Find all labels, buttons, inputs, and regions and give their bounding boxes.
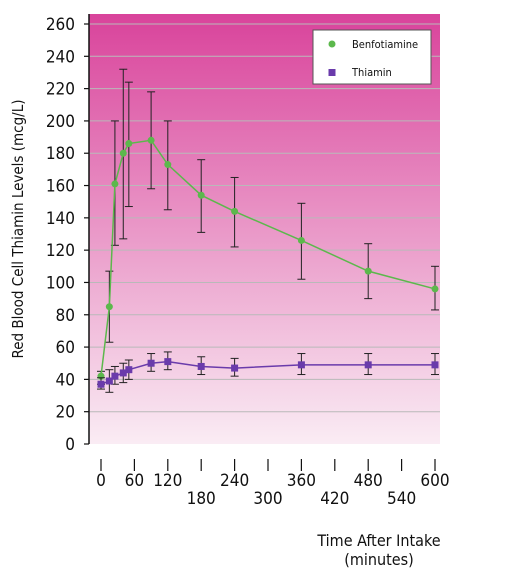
data-point	[119, 369, 127, 377]
data-point	[164, 161, 172, 169]
x-tick-label: 360	[287, 471, 316, 491]
data-point	[297, 361, 305, 369]
y-tick-label: 180	[46, 144, 75, 164]
data-point	[105, 377, 113, 385]
series-thiamin	[97, 351, 439, 393]
plot-background	[89, 14, 440, 444]
data-point	[197, 362, 205, 370]
y-tick-label: 20	[56, 403, 75, 423]
series-line	[100, 139, 436, 377]
data-point	[125, 140, 133, 148]
y-tick-label: 260	[46, 15, 75, 35]
y-tick-label: 60	[56, 338, 75, 358]
data-point	[197, 191, 205, 199]
x-tick-label: 180	[187, 489, 216, 509]
legend: Benfotiamine Thiamin	[312, 29, 432, 85]
x-tick-label: 420	[320, 489, 349, 509]
x-axis-label-line2: (minutes)	[344, 550, 414, 569]
x-axis-label-line1: Time After Intake	[316, 531, 440, 550]
legend-label-thiamin: Thiamin	[351, 66, 392, 79]
data-point	[431, 361, 439, 369]
y-tick-label: 40	[56, 370, 75, 390]
y-tick-label: 100	[46, 273, 75, 293]
series-layer	[97, 68, 439, 393]
x-tick-label: 600	[420, 471, 449, 491]
data-point	[125, 366, 133, 374]
grid-lines	[89, 23, 440, 413]
y-tick-label: 160	[46, 177, 75, 197]
data-point	[147, 136, 155, 144]
data-point	[111, 180, 119, 188]
legend-marker-benfotiamine	[328, 40, 336, 48]
legend-marker-thiamin	[328, 69, 336, 76]
data-point	[111, 372, 119, 380]
data-point	[364, 361, 372, 369]
x-tick-label: 120	[153, 471, 182, 491]
data-point	[105, 303, 113, 311]
data-point	[231, 364, 239, 372]
y-tick-label: 80	[56, 306, 75, 326]
y-tick-label: 0	[65, 435, 75, 455]
data-point	[231, 207, 239, 215]
data-point	[164, 358, 172, 366]
y-axis-label: Red Blood Cell Thiamin Levels (mcg/L)	[9, 100, 27, 359]
data-point	[431, 285, 439, 293]
x-tick-label: 300	[253, 489, 282, 509]
y-tick-label: 120	[46, 241, 75, 261]
y-tick-label: 200	[46, 112, 75, 132]
legend-label-benfotiamine: Benfotiamine	[352, 38, 418, 51]
y-tick-label: 220	[46, 80, 75, 100]
series-benfotiamine	[97, 68, 439, 385]
data-point	[119, 149, 127, 157]
x-tick-label: 240	[220, 471, 249, 491]
data-point	[364, 267, 372, 275]
data-point	[97, 380, 105, 388]
data-point	[297, 236, 305, 244]
x-tick-label: 480	[354, 471, 383, 491]
y-tick-label: 140	[46, 209, 75, 229]
x-tick-label: 540	[387, 489, 416, 509]
x-tick-label: 0	[96, 471, 106, 491]
y-tick-label: 240	[46, 47, 75, 67]
data-point	[147, 359, 155, 367]
x-tick-label: 60	[125, 471, 144, 491]
y-axis-ticks: 0 20 40 60 80 100 120 140 160 180 200 220 240 260	[46, 15, 89, 455]
